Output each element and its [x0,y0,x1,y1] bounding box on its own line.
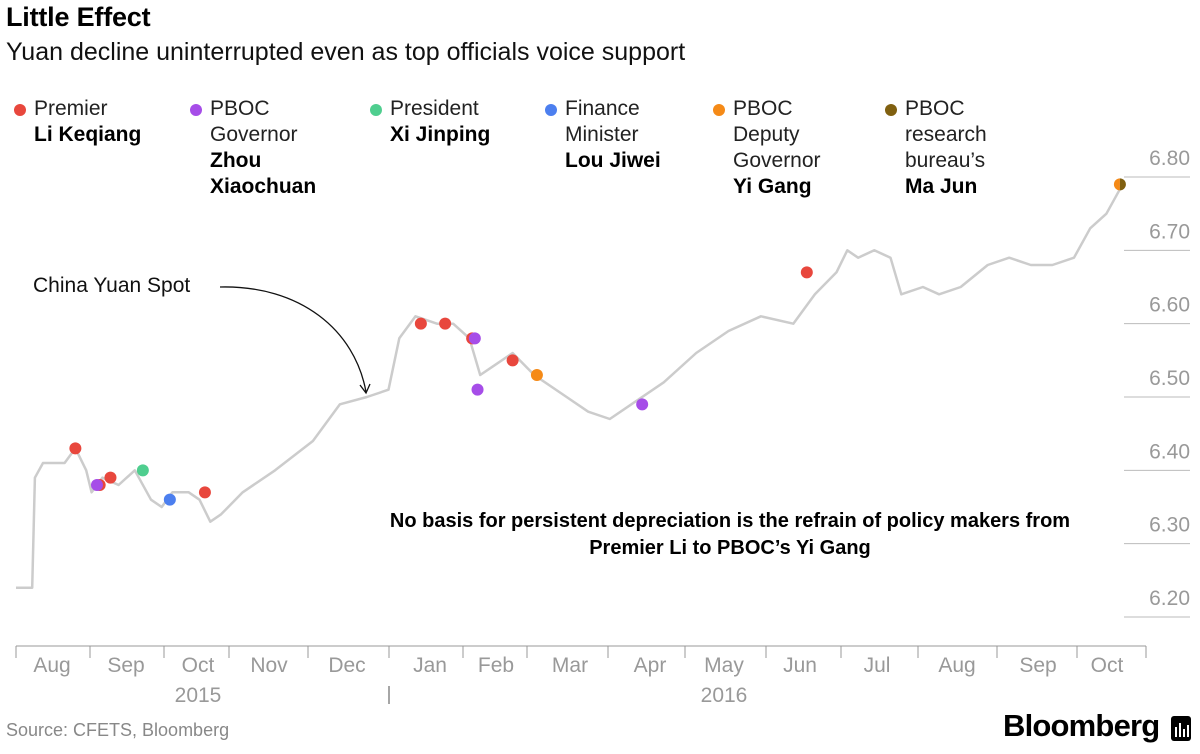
x-tick-label: Mar [552,654,588,677]
event-marker-premier [439,317,452,330]
series-line [16,183,1124,589]
arrow-head [359,383,371,395]
y-tick-label: 6.80 [1149,147,1190,170]
event-markers [69,178,1126,506]
x-tick-label: Feb [478,654,514,677]
event-marker-governor [471,383,484,396]
event-marker-governor [90,479,103,491]
legend-name: Yi Gang [733,175,812,198]
legend-role: Finance Minister [565,97,640,146]
legend-name: Zhou Xiaochuan [210,149,317,198]
annotation-note: No basis for persistent depreciation is … [389,510,1071,559]
x-tick-label: Apr [634,654,667,677]
event-marker-finance [163,493,176,506]
legend-name: Li Keqiang [34,123,142,146]
legend-dot-president [370,104,382,116]
event-marker-half [1113,178,1120,191]
legend-item-premier: Premier Li Keqiang [14,96,142,148]
series-label: China Yuan Spot [33,274,190,297]
legend-role: PBOC Governor [210,97,298,146]
x-tick-label: Sep [1019,654,1056,677]
event-marker-governor [468,332,481,345]
event-marker-deputy [530,369,543,381]
source-note: Source: CFETS, Bloomberg [6,720,230,740]
series-label-arrow [219,286,367,393]
legend-dot-premier [14,104,26,116]
legend-role: PBOC Deputy Governor [733,97,821,172]
y-axis-labels: 6.80 6.70 6.60 6.50 6.40 6.30 6.20 [1149,147,1190,610]
x-tick-label: Aug [33,654,70,677]
x-tick-label: Nov [250,654,288,677]
event-marker-premier [800,266,813,279]
event-marker-split [1113,178,1126,191]
brand-logo: Bloomberg [1003,708,1160,743]
legend-dot-deputy [713,104,725,116]
event-marker-premier [414,317,427,330]
x-tick-label: Oct [1091,654,1124,677]
x-tick-label: May [704,654,744,677]
legend-item-governor: PBOC Governor Zhou Xiaochuan [190,96,340,200]
x-axis-labels: Aug Sep Oct Nov Dec Jan Feb Mar Apr May Jun Jul Aug S… [33,654,1123,707]
year-label: 2016 [701,684,748,707]
x-tick-label: Jun [783,654,817,677]
year-label: 2015 [175,684,222,707]
legend-dot-finance [545,104,557,116]
legend-name: Xi Jinping [390,123,491,146]
event-marker-premier [506,354,519,367]
chart-subtitle: Yuan decline uninterrupted even as top o… [6,38,686,66]
x-tick-label: Oct [182,654,215,677]
legend-item-president: President Xi Jinping [370,96,491,148]
legend-dot-research [885,104,897,116]
y-tick-label: 6.60 [1149,294,1190,317]
y-tick-label: 6.70 [1149,220,1190,243]
x-tick-label: Aug [938,654,975,677]
event-marker-premier [69,442,82,455]
y-tick-label: 6.40 [1149,440,1190,463]
x-tick-label: Jul [864,654,891,677]
event-marker-half [1119,178,1126,191]
y-tick-label: 6.30 [1149,514,1190,537]
event-marker-premier [198,486,211,499]
legend-item-deputy: PBOC Deputy Governor Yi Gang [713,96,843,200]
legend-name: Ma Jun [905,175,978,198]
legend-name: Lou Jiwei [565,149,661,172]
y-tick-label: 6.50 [1149,367,1190,390]
bloomberg-terminal-icon [1171,716,1191,741]
legend-item-research: PBOC research bureau’s Ma Jun [885,96,1015,200]
y-gridlines [1124,176,1190,618]
legend-role: Premier [34,97,108,120]
event-marker-president [136,464,149,477]
legend-item-finance: Finance Minister Lou Jiwei [545,96,675,174]
x-tick-label: Dec [328,654,365,677]
legend-dot-governor [190,104,202,116]
x-axis-ticks [15,646,1147,704]
event-marker-premier [104,471,117,484]
legend-role: President [390,97,479,120]
y-tick-label: 6.20 [1149,587,1190,610]
x-tick-label: Jan [413,654,447,677]
legend-role: PBOC research bureau’s [905,97,987,172]
event-marker-governor [636,398,649,411]
chart-title: Little Effect [6,2,151,32]
x-tick-label: Sep [107,654,144,677]
